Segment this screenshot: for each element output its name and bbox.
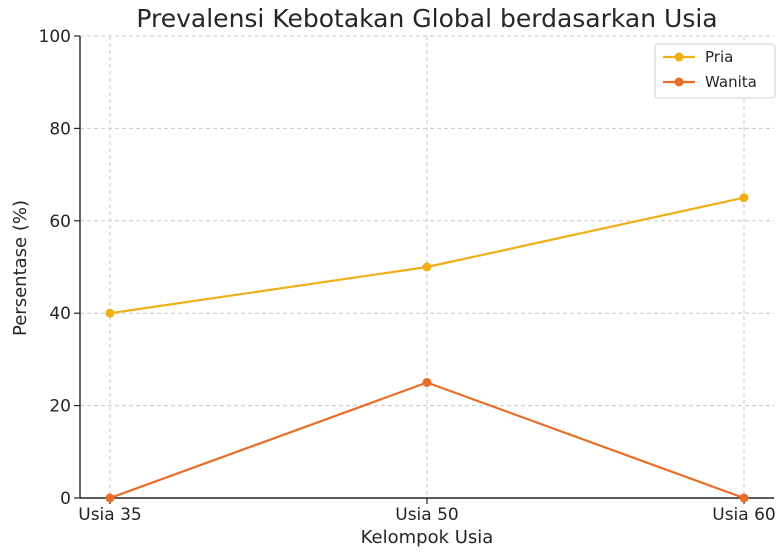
data-point-wanita (105, 493, 115, 503)
grid-lines (80, 35, 774, 498)
legend-swatch-marker (674, 52, 684, 62)
y-axis-label: Persentase (%) (10, 200, 31, 336)
legend-label: Pria (705, 48, 733, 66)
legend-item-wanita: Wanita (663, 73, 757, 91)
y-tick-label: 40 (49, 304, 71, 324)
x-tick-label: Usia 50 (395, 505, 458, 525)
x-axis-label: Kelompok Usia (361, 527, 494, 548)
y-tick-label: 20 (49, 397, 71, 417)
series-wanita (105, 378, 749, 503)
data-point-pria (739, 193, 749, 203)
series-group (105, 193, 749, 503)
data-point-wanita (422, 378, 432, 387)
series-pria (105, 193, 749, 318)
legend-item-pria: Pria (663, 48, 733, 66)
legend-label: Wanita (705, 73, 757, 91)
data-point-wanita (739, 493, 749, 503)
data-point-pria (422, 262, 432, 272)
legend-swatch-marker (674, 77, 684, 87)
x-tick-label: Usia 35 (78, 505, 141, 525)
y-tick-label: 0 (60, 489, 71, 509)
y-tick-label: 80 (49, 119, 71, 139)
tick-labels: 0 20 40 60 80 100 Usia 35 Usia 50 Usia 60 (39, 27, 776, 525)
y-tick-label: 60 (49, 212, 71, 232)
data-point-pria (105, 308, 115, 318)
legend: Pria Wanita (654, 43, 776, 99)
y-tick-label: 100 (39, 27, 71, 47)
chart-title: Prevalensi Kebotakan Global berdasarkan … (136, 4, 717, 33)
x-tick-label: Usia 60 (712, 505, 775, 525)
